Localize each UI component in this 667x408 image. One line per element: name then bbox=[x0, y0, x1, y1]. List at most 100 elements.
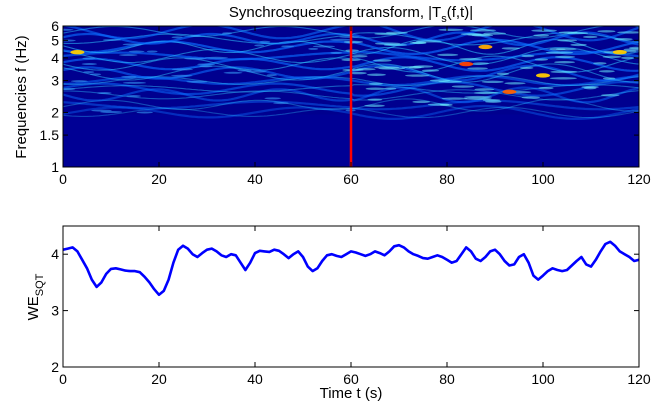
ridge-speck bbox=[197, 63, 215, 66]
ridge-speck bbox=[273, 102, 289, 105]
ridge-speck bbox=[451, 85, 475, 88]
y-tick-label: 1.5 bbox=[40, 127, 60, 143]
line-plot-background bbox=[63, 226, 639, 367]
ridge-speck bbox=[629, 46, 639, 50]
ridge-speck bbox=[467, 67, 488, 70]
ridge-speck bbox=[119, 54, 138, 57]
ridge-speck bbox=[237, 69, 252, 72]
line-y-axis-label: WESQT bbox=[25, 273, 46, 320]
heatmap-hotspot bbox=[502, 89, 517, 95]
x-tick-label: 100 bbox=[531, 371, 555, 387]
ridge-speck bbox=[557, 39, 578, 42]
heatmap-x-ticks: 0 20 40 60 80 100 120 bbox=[59, 26, 651, 187]
ridge-speck bbox=[437, 53, 459, 57]
ridge-speck bbox=[364, 104, 385, 107]
ridge-speck bbox=[473, 91, 499, 95]
ridge-speck bbox=[367, 98, 383, 101]
heatmap-y-axis-label: Frequencies f (Hz) bbox=[13, 35, 30, 158]
ridge-speck bbox=[558, 31, 578, 34]
ridge-speck bbox=[365, 87, 386, 90]
ridge-speck bbox=[70, 80, 88, 83]
line-x-axis-label: Time t (s) bbox=[320, 385, 383, 402]
ridge-speck bbox=[501, 47, 520, 50]
ridge-speck bbox=[474, 88, 495, 91]
y-tick-label: 1 bbox=[51, 159, 59, 175]
heatmap-y-ticks: 1 1.5 2 3 4 56 bbox=[40, 18, 639, 175]
ridge-speck bbox=[368, 82, 383, 85]
ridge-speck bbox=[102, 38, 121, 41]
ridge-speck bbox=[136, 111, 153, 114]
y-tick-label: 3 bbox=[51, 73, 59, 89]
x-tick-label: 20 bbox=[151, 171, 167, 187]
ridge-speck bbox=[554, 60, 575, 64]
ridge-speck bbox=[570, 43, 587, 47]
ridge-speck bbox=[614, 38, 633, 41]
ridge-speck bbox=[351, 55, 368, 58]
ridge-speck bbox=[349, 71, 367, 75]
x-tick-label: 60 bbox=[343, 371, 359, 387]
heatmap-hotspots bbox=[70, 44, 627, 95]
heatmap-hotspot bbox=[612, 50, 627, 55]
ridge-speck bbox=[429, 79, 451, 82]
y-tick-label: 3 bbox=[51, 303, 59, 319]
ridge-speck bbox=[223, 71, 243, 74]
ridge-speck bbox=[146, 50, 158, 53]
ridge-speck bbox=[128, 50, 145, 53]
ridge-speck bbox=[186, 80, 208, 83]
ridge-speck bbox=[384, 87, 397, 90]
ridge-speck bbox=[374, 42, 401, 45]
ridge-speck bbox=[122, 43, 142, 46]
ridge-speck bbox=[441, 97, 468, 100]
ridge-speck bbox=[617, 31, 639, 34]
ridge-speck bbox=[97, 92, 112, 95]
ridge-speck bbox=[549, 48, 566, 51]
ridge-speck bbox=[549, 77, 577, 80]
y-tick-label: 4 bbox=[51, 50, 59, 66]
ridge-speck bbox=[264, 97, 281, 100]
x-tick-label: 0 bbox=[59, 171, 67, 187]
ridge-speck bbox=[464, 97, 492, 100]
ridge-speck bbox=[583, 35, 598, 39]
heatmap-hotspot bbox=[70, 50, 85, 55]
ridge-speck bbox=[254, 44, 265, 47]
ridge-speck bbox=[598, 70, 615, 73]
ridge-speck bbox=[483, 32, 507, 35]
ridge-speck bbox=[472, 62, 489, 65]
ridge-speck bbox=[593, 62, 607, 65]
ridge-speck bbox=[602, 55, 622, 59]
ridge-speck bbox=[534, 58, 549, 61]
line-x-ticks: 0 20 40 60 80 100 120 bbox=[59, 226, 651, 387]
heatmap-title: Synchrosqueezing transform, |Ts(f,t)| bbox=[229, 4, 473, 25]
ridge-speck bbox=[597, 30, 616, 33]
ridge-speck bbox=[481, 80, 504, 84]
ridge-speck bbox=[339, 35, 360, 38]
ridge-speck bbox=[521, 96, 540, 99]
ridge-speck bbox=[538, 86, 554, 90]
we-sqt-series-line bbox=[63, 240, 639, 297]
ridge-speck bbox=[520, 66, 534, 70]
ridge-speck bbox=[81, 63, 98, 66]
ridge-speck bbox=[246, 70, 267, 73]
x-tick-label: 60 bbox=[343, 171, 359, 187]
ridge-speck bbox=[204, 56, 228, 59]
ridge-speck bbox=[581, 85, 599, 89]
y-tick-label: 6 bbox=[51, 18, 59, 34]
ridge-speck bbox=[91, 109, 112, 112]
line-panel: 0 20 40 60 80 100 120 2 3 4 Time t (s) WESQT bbox=[25, 225, 651, 402]
ridge-speck bbox=[126, 95, 141, 98]
ridge-speck bbox=[171, 36, 183, 39]
ridge-speck bbox=[439, 103, 453, 107]
ridge-speck bbox=[378, 67, 406, 70]
ridge-speck bbox=[330, 51, 343, 54]
ridge-speck bbox=[329, 38, 353, 41]
ridge-speck bbox=[496, 72, 510, 76]
ridge-speck bbox=[412, 100, 431, 104]
heatmap-hotspot bbox=[478, 44, 493, 50]
ridge-speck bbox=[63, 88, 76, 91]
ridge-speck bbox=[550, 70, 578, 74]
ridge-speck bbox=[464, 95, 492, 99]
ridge-speck bbox=[385, 31, 408, 34]
ridge-speck bbox=[521, 54, 535, 58]
ridge-speck bbox=[533, 34, 550, 37]
